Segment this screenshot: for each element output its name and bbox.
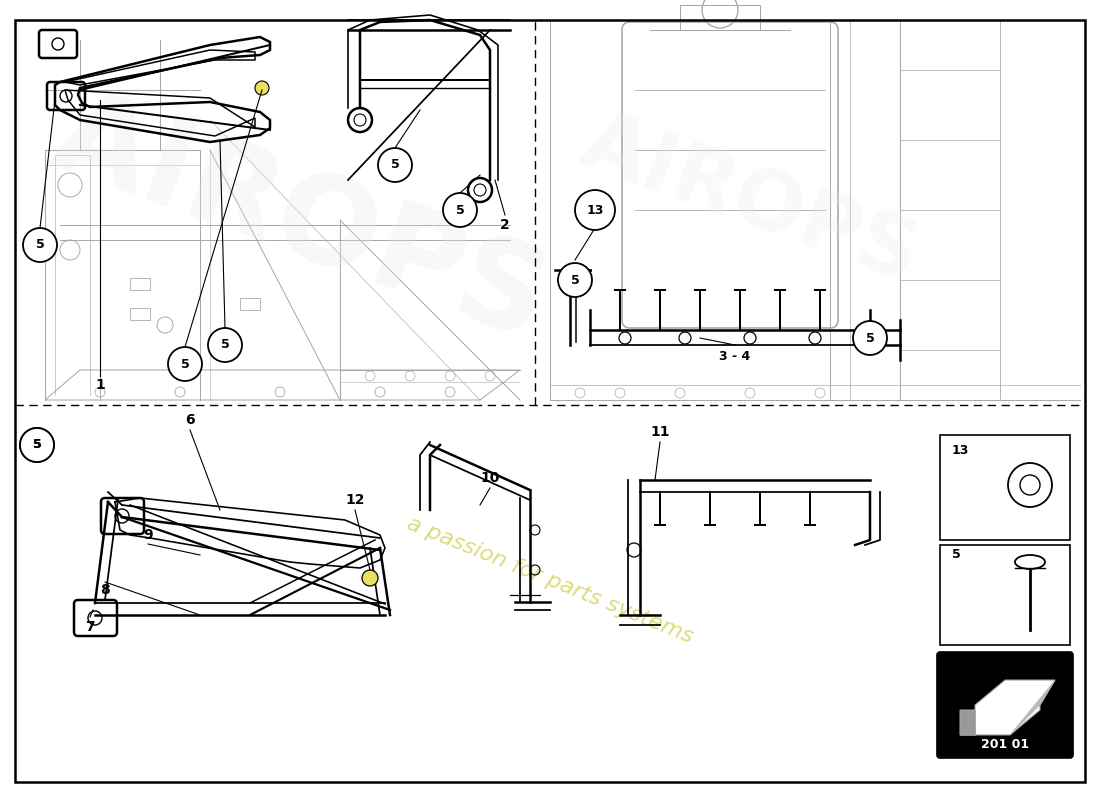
Text: 13: 13 — [952, 443, 969, 457]
Text: 3 - 4: 3 - 4 — [719, 350, 750, 363]
Circle shape — [575, 190, 615, 230]
Bar — [240, 298, 260, 310]
Text: 7: 7 — [85, 620, 95, 634]
Text: 2: 2 — [500, 218, 510, 232]
Polygon shape — [960, 680, 1055, 735]
Circle shape — [168, 347, 202, 381]
Text: 5: 5 — [33, 438, 42, 451]
Circle shape — [20, 428, 54, 462]
Circle shape — [255, 81, 270, 95]
Bar — [940, 545, 1070, 645]
Circle shape — [378, 148, 412, 182]
Bar — [940, 435, 1070, 540]
Polygon shape — [960, 710, 975, 735]
Circle shape — [23, 228, 57, 262]
Text: 12: 12 — [345, 493, 365, 507]
Polygon shape — [1010, 680, 1055, 735]
Circle shape — [362, 570, 378, 586]
Text: 6: 6 — [185, 413, 195, 427]
Bar — [130, 278, 150, 290]
Text: 5: 5 — [35, 238, 44, 251]
Text: 10: 10 — [481, 471, 499, 485]
Circle shape — [852, 321, 887, 355]
Circle shape — [558, 263, 592, 297]
Text: 5: 5 — [33, 438, 42, 451]
Text: 5: 5 — [180, 358, 189, 370]
Text: 5: 5 — [571, 274, 580, 286]
Text: AIROPS: AIROPS — [37, 77, 562, 363]
Text: 5: 5 — [390, 158, 399, 171]
Bar — [130, 308, 150, 320]
Circle shape — [208, 328, 242, 362]
Text: 5: 5 — [455, 203, 464, 217]
FancyBboxPatch shape — [937, 652, 1072, 758]
Text: AIROPS: AIROPS — [571, 102, 930, 298]
Text: 201 01: 201 01 — [981, 738, 1030, 751]
Circle shape — [443, 193, 477, 227]
Text: 5: 5 — [866, 331, 874, 345]
Text: 13: 13 — [586, 203, 604, 217]
Text: 5: 5 — [221, 338, 230, 351]
Text: 11: 11 — [650, 425, 670, 439]
Text: 8: 8 — [100, 583, 110, 597]
Text: 5: 5 — [952, 549, 960, 562]
Text: 1: 1 — [95, 378, 104, 392]
Text: a passion for parts systems: a passion for parts systems — [404, 514, 696, 646]
Circle shape — [20, 428, 54, 462]
Text: 9: 9 — [143, 528, 153, 542]
Ellipse shape — [1015, 555, 1045, 569]
